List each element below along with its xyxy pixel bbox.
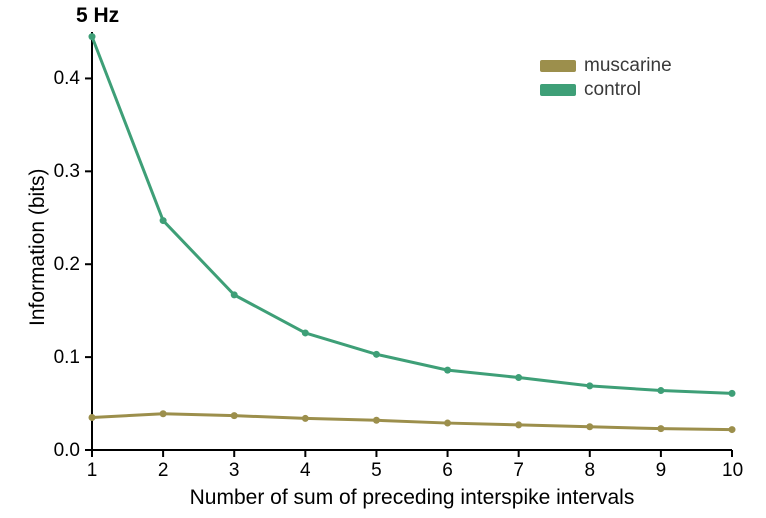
legend-item: muscarine — [540, 55, 672, 77]
x-tick-label: 10 — [722, 460, 742, 482]
x-tick-label: 7 — [509, 460, 529, 482]
x-tick-label: 8 — [580, 460, 600, 482]
legend-item: control — [540, 79, 672, 101]
x-tick-label: 5 — [366, 460, 386, 482]
x-tick-label: 9 — [651, 460, 671, 482]
x-tick-label: 6 — [438, 460, 458, 482]
y-axis-label: Information (bits) — [26, 168, 50, 326]
legend-label: control — [584, 79, 641, 101]
legend-swatch — [540, 60, 576, 72]
y-tick-label: 0.2 — [54, 254, 80, 276]
y-tick-label: 0.1 — [54, 347, 80, 369]
y-tick-label: 0.3 — [54, 161, 80, 183]
legend-label: muscarine — [584, 55, 672, 77]
chart-container: 5 Hz Information (bits) Number of sum of… — [0, 0, 766, 518]
x-axis-label: Number of sum of preceding interspike in… — [92, 486, 732, 510]
legend: muscarinecontrol — [540, 55, 672, 103]
x-tick-label: 4 — [295, 460, 315, 482]
chart-title: 5 Hz — [76, 4, 119, 28]
x-tick-label: 1 — [82, 460, 102, 482]
x-tick-label: 2 — [153, 460, 173, 482]
y-tick-label: 0.0 — [54, 440, 80, 462]
x-tick-label: 3 — [224, 460, 244, 482]
y-tick-label: 0.4 — [54, 68, 80, 90]
legend-swatch — [540, 84, 576, 96]
